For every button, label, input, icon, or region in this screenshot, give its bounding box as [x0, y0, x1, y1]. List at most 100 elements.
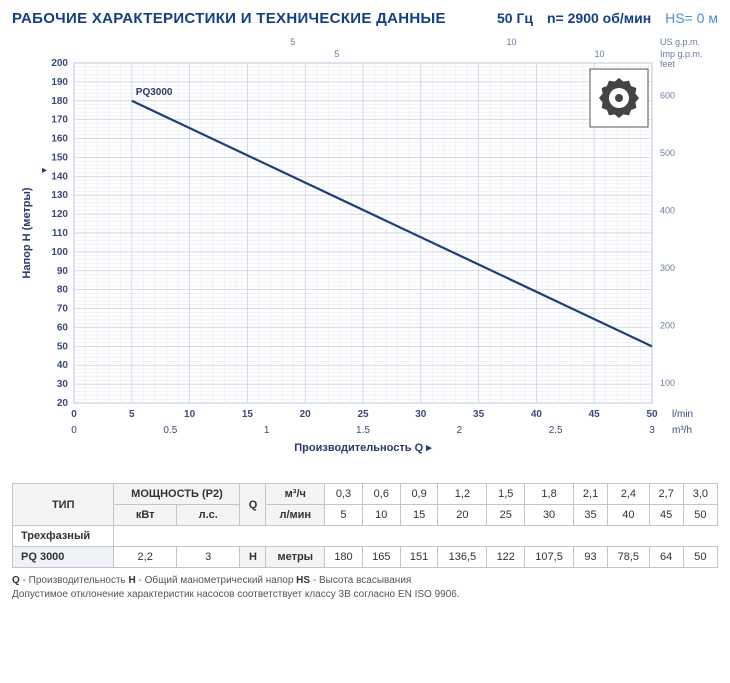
h-2: 151: [400, 547, 438, 568]
fn-q: Q: [12, 575, 20, 586]
fn-line2: Допустимое отклонение характеристик насо…: [12, 589, 460, 600]
svg-text:feet: feet: [660, 59, 676, 69]
svg-text:120: 120: [51, 209, 68, 220]
svg-text:10: 10: [507, 37, 517, 47]
svg-text:400: 400: [660, 205, 675, 215]
col-type: ТИП: [13, 484, 114, 526]
spec-table: ТИП МОЩНОСТЬ (P2) Q м³/ч 0,3 0,6 0,9 1,2…: [12, 483, 718, 568]
svg-text:50: 50: [57, 341, 69, 352]
svg-text:US g.p.m.: US g.p.m.: [660, 37, 700, 47]
svg-text:▸: ▸: [42, 165, 47, 176]
svg-text:3: 3: [649, 425, 655, 436]
svg-text:90: 90: [57, 266, 69, 277]
q-lmin-7: 40: [608, 505, 650, 526]
svg-text:40: 40: [57, 360, 69, 371]
svg-text:160: 160: [51, 134, 68, 145]
svg-text:60: 60: [57, 322, 69, 333]
h-7: 78,5: [608, 547, 650, 568]
q-lmin-9: 50: [683, 505, 717, 526]
h-5: 107,5: [525, 547, 574, 568]
svg-text:110: 110: [52, 228, 69, 239]
q-lmin-2: 15: [400, 505, 438, 526]
svg-text:10: 10: [595, 49, 605, 59]
q-lmin-3: 20: [438, 505, 487, 526]
svg-text:5: 5: [129, 409, 135, 420]
h-1: 165: [362, 547, 400, 568]
svg-text:20: 20: [57, 398, 69, 409]
svg-text:180: 180: [51, 96, 68, 107]
row-phase: Трехфазный: [13, 526, 114, 547]
svg-text:PQ3000: PQ3000: [136, 87, 173, 98]
header-bar: РАБОЧИЕ ХАРАКТЕРИСТИКИ И ТЕХНИЧЕСКИЕ ДАН…: [12, 10, 718, 27]
rpm-label: n= 2900 об/мин: [547, 10, 651, 26]
svg-text:0: 0: [71, 425, 77, 436]
svg-text:0: 0: [71, 409, 77, 420]
svg-text:150: 150: [51, 152, 68, 163]
q-m3h-2: 0,9: [400, 484, 438, 505]
fn-h: H: [129, 575, 136, 586]
q-lmin-1: 10: [362, 505, 400, 526]
kw-label: кВт: [114, 505, 177, 526]
q-m3h-7: 2,4: [608, 484, 650, 505]
h-m-label: метры: [266, 547, 325, 568]
performance-chart: 2030405060708090100110120130140150160170…: [12, 33, 718, 473]
svg-text:15: 15: [242, 409, 254, 420]
svg-text:70: 70: [57, 304, 69, 315]
q-m3h-label: м³/ч: [266, 484, 325, 505]
svg-text:45: 45: [589, 409, 601, 420]
svg-text:500: 500: [660, 148, 675, 158]
q-m3h-4: 1,5: [487, 484, 525, 505]
svg-text:Напор H (метры): Напор H (метры): [21, 187, 33, 278]
q-lmin-6: 35: [574, 505, 608, 526]
svg-text:m³/h: m³/h: [672, 425, 692, 436]
h-0: 180: [325, 547, 363, 568]
svg-text:80: 80: [57, 285, 69, 296]
fn-q-txt: - Производительность: [20, 575, 129, 586]
h-9: 50: [683, 547, 717, 568]
svg-text:200: 200: [51, 58, 68, 69]
page-title: РАБОЧИЕ ХАРАКТЕРИСТИКИ И ТЕХНИЧЕСКИЕ ДАН…: [12, 10, 483, 27]
svg-text:300: 300: [660, 263, 675, 273]
svg-text:10: 10: [184, 409, 196, 420]
svg-text:1.5: 1.5: [356, 425, 370, 436]
svg-text:2.5: 2.5: [549, 425, 563, 436]
model-name: PQ 3000: [13, 547, 114, 568]
fn-hs-txt: - Высота всасывания: [310, 575, 411, 586]
svg-text:1: 1: [264, 425, 270, 436]
q-lmin-label: л/мин: [266, 505, 325, 526]
q-label: Q: [240, 484, 266, 526]
svg-text:200: 200: [660, 321, 675, 331]
q-m3h-1: 0,6: [362, 484, 400, 505]
q-m3h-9: 3,0: [683, 484, 717, 505]
svg-text:5: 5: [290, 37, 295, 47]
q-lmin-0: 5: [325, 505, 363, 526]
fn-h-txt: - Общий манометрический напор: [136, 575, 296, 586]
q-m3h-8: 2,7: [649, 484, 683, 505]
svg-text:100: 100: [660, 378, 675, 388]
kw-val: 2,2: [114, 547, 177, 568]
hp-val: 3: [176, 547, 240, 568]
svg-text:600: 600: [660, 90, 675, 100]
svg-text:30: 30: [57, 379, 69, 390]
footnote: Q - Производительность H - Общий маномет…: [12, 574, 718, 602]
svg-text:25: 25: [357, 409, 369, 420]
svg-text:40: 40: [531, 409, 543, 420]
svg-text:Производительность Q ▸: Производительность Q ▸: [294, 442, 432, 454]
q-lmin-5: 30: [525, 505, 574, 526]
h-6: 93: [574, 547, 608, 568]
svg-text:170: 170: [51, 115, 68, 126]
h-3: 136,5: [438, 547, 487, 568]
svg-text:100: 100: [51, 247, 68, 258]
svg-text:140: 140: [51, 171, 68, 182]
h-8: 64: [649, 547, 683, 568]
svg-text:0.5: 0.5: [163, 425, 177, 436]
q-m3h-5: 1,8: [525, 484, 574, 505]
svg-text:130: 130: [51, 190, 68, 201]
q-m3h-0: 0,3: [325, 484, 363, 505]
q-m3h-6: 2,1: [574, 484, 608, 505]
svg-text:50: 50: [646, 409, 658, 420]
h-4: 122: [487, 547, 525, 568]
svg-text:2: 2: [457, 425, 463, 436]
hs-label: HS= 0 м: [665, 10, 718, 26]
svg-text:30: 30: [415, 409, 427, 420]
